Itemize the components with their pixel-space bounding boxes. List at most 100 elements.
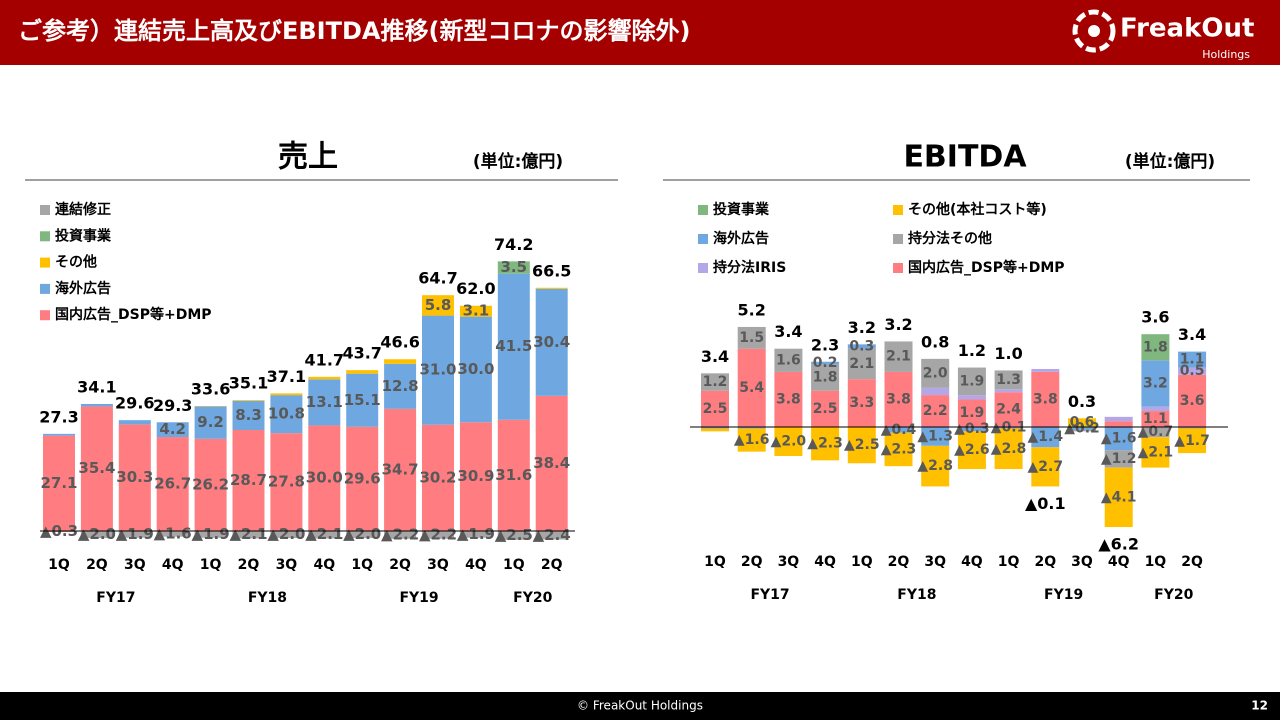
legend-label: その他(本社コスト等) — [908, 201, 1047, 218]
x-tick-label: 1Q — [704, 554, 726, 570]
bar-segment — [536, 288, 568, 289]
value-label: ▲2.1 — [1138, 444, 1174, 460]
value-label: 29.6 — [344, 469, 381, 487]
value-label: ▲2.7 — [1028, 459, 1064, 475]
logo-sub: Holdings — [1202, 48, 1250, 61]
value-label: ▲1.6 — [1101, 431, 1137, 447]
total-label: 62.0 — [456, 279, 495, 298]
bar-segment — [384, 359, 416, 364]
x-tick-label: 1Q — [998, 554, 1020, 570]
group-label: FY18 — [897, 587, 936, 603]
value-label: 5.4 — [739, 380, 764, 396]
bar-segment — [270, 393, 302, 395]
x-tick-label: 4Q — [814, 554, 836, 570]
value-label: 12.8 — [382, 377, 419, 395]
bar-segment — [1031, 369, 1059, 372]
value-label: ▲1.9 — [116, 525, 154, 543]
value-label: ▲0.7 — [1138, 424, 1174, 440]
legend-label: 国内広告_DSP等+DMP — [55, 306, 212, 323]
value-label: 28.7 — [230, 471, 267, 489]
value-label: ▲2.5 — [844, 437, 880, 453]
value-label: 1.9 — [959, 373, 984, 389]
value-label: 38.4 — [533, 454, 570, 472]
total-label: 29.3 — [153, 396, 192, 415]
total-label: 3.4 — [774, 322, 802, 341]
x-tick-label: 1Q — [1145, 554, 1167, 570]
value-label: 0.3 — [849, 339, 874, 355]
value-label: 3.8 — [776, 391, 801, 407]
total-label: 41.7 — [305, 350, 344, 369]
value-label: ▲2.2 — [419, 525, 457, 543]
value-label: ▲0.2 — [1064, 420, 1100, 436]
x-tick-label: 1Q — [503, 557, 525, 573]
total-label: 43.7 — [342, 344, 381, 363]
value-label: 30.0 — [457, 360, 494, 378]
value-label: 1.5 — [739, 330, 764, 346]
group-label: FY20 — [513, 590, 552, 606]
legend-swatch — [698, 205, 708, 215]
legend-swatch — [698, 234, 708, 244]
value-label: 5.8 — [425, 296, 452, 314]
x-tick-label: 3Q — [124, 557, 146, 573]
group-label: FY17 — [96, 590, 135, 606]
total-label: 3.6 — [1141, 308, 1169, 327]
value-label: ▲2.0 — [343, 525, 381, 543]
x-tick-label: 2Q — [1034, 554, 1056, 570]
value-label: 2.1 — [849, 356, 874, 372]
legend-swatch — [40, 258, 50, 268]
legend-swatch — [40, 310, 50, 320]
value-label: 27.8 — [268, 473, 305, 491]
value-label: ▲1.7 — [1174, 433, 1210, 449]
total-label: 34.1 — [77, 377, 116, 396]
total-label: 35.1 — [229, 374, 268, 393]
value-label: 1.6 — [776, 352, 801, 368]
group-label: FY18 — [248, 590, 287, 606]
x-tick-label: 2Q — [888, 554, 910, 570]
header-title: ご参考）連結売上高及びEBITDA推移(新型コロナの影響除外) — [18, 17, 690, 45]
logo-icon-center — [1088, 25, 1100, 37]
x-tick-label: 2Q — [1181, 554, 1203, 570]
value-label: 31.0 — [419, 361, 456, 379]
legend-swatch — [893, 263, 903, 273]
x-tick-label: 2Q — [541, 557, 563, 573]
value-label: 8.3 — [235, 406, 262, 424]
total-label: 3.4 — [1178, 325, 1206, 344]
total-label: 74.2 — [494, 235, 533, 254]
total-label: 64.7 — [418, 269, 457, 288]
bar-segment — [346, 370, 378, 374]
value-label: ▲1.6 — [154, 524, 192, 542]
total-label: 5.2 — [738, 300, 766, 319]
legend-swatch — [40, 284, 50, 294]
value-label: 26.2 — [192, 475, 229, 493]
value-label: ▲2.0 — [78, 525, 116, 543]
value-label: 1.3 — [996, 372, 1021, 388]
legend-label: 投資事業 — [713, 201, 770, 218]
value-label: 1.8 — [1143, 339, 1168, 355]
group-label: FY20 — [1154, 587, 1193, 603]
value-label: 1.2 — [703, 374, 728, 390]
total-label: 1.0 — [994, 344, 1022, 363]
bar-segment — [1105, 417, 1133, 421]
total-label: 3.4 — [701, 347, 729, 366]
value-label: 30.2 — [419, 468, 456, 486]
value-label: ▲2.0 — [267, 525, 305, 543]
unit-label: (単位:億円) — [1125, 151, 1215, 172]
value-label: ▲2.8 — [917, 458, 953, 474]
legend-label: 国内広告_DSP等+DMP — [908, 259, 1065, 276]
bar-segment — [958, 395, 986, 399]
value-label: 2.2 — [923, 403, 948, 419]
value-label: ▲2.5 — [495, 526, 533, 544]
value-label: 3.8 — [886, 391, 911, 407]
value-label: 26.7 — [154, 475, 191, 493]
total-label: 37.1 — [267, 367, 306, 386]
value-label: ▲1.9 — [457, 525, 495, 543]
x-tick-label: 1Q — [851, 554, 873, 570]
legend-swatch — [893, 234, 903, 244]
value-label: ▲4.1 — [1101, 489, 1137, 505]
value-label: ▲2.1 — [229, 525, 267, 543]
value-label: ▲0.4 — [881, 422, 917, 438]
x-tick-label: 1Q — [200, 557, 222, 573]
x-tick-label: 1Q — [48, 557, 70, 573]
x-tick-label: 3Q — [1071, 554, 1093, 570]
